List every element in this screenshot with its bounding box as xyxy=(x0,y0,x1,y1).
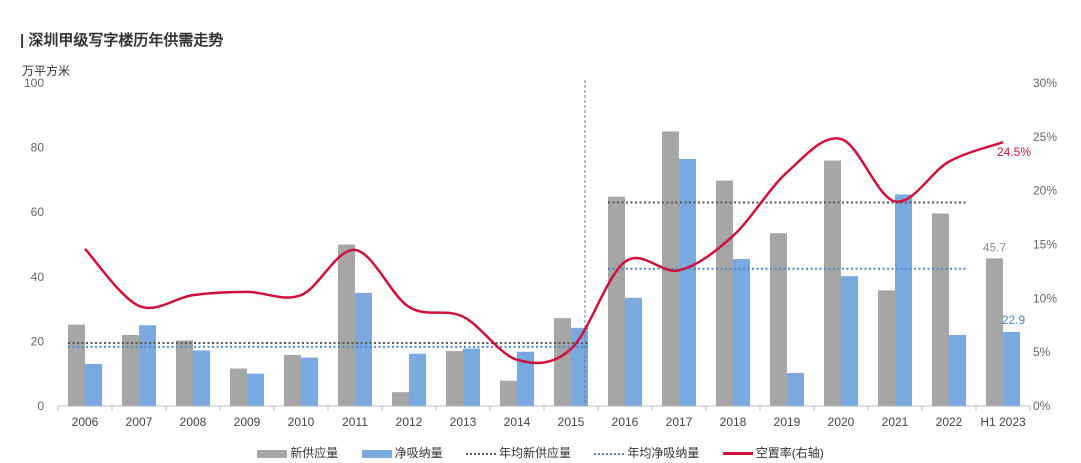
bar-absorption xyxy=(787,373,804,406)
bar-absorption xyxy=(193,350,210,406)
bar-supply xyxy=(338,244,355,406)
y-tick-right: 0% xyxy=(1033,399,1051,413)
bar-absorption xyxy=(409,353,426,406)
bar-supply xyxy=(608,196,625,406)
bar-supply xyxy=(662,131,679,406)
bar-absorption xyxy=(463,348,480,406)
x-tick-label: 2011 xyxy=(342,415,368,429)
y-tick-left: 100 xyxy=(24,76,44,90)
x-tick-label: 2016 xyxy=(612,415,639,429)
legend-item-vacancy: 空置率(右轴) xyxy=(722,444,824,461)
bar-absorption xyxy=(355,292,372,406)
data-label-absorption: 22.9 xyxy=(1002,313,1026,327)
bar-absorption xyxy=(301,357,318,406)
bar-absorption xyxy=(139,325,156,406)
bar-supply xyxy=(986,258,1003,406)
data-label-supply: 45.7 xyxy=(983,240,1007,254)
bar-supply xyxy=(932,213,949,406)
x-tick-label: 2009 xyxy=(234,415,261,429)
bar-absorption xyxy=(247,373,264,406)
bar-supply xyxy=(554,318,571,406)
legend-swatch-avg-supply xyxy=(466,452,496,455)
legend-item-avg-supply: 年均新供应量 xyxy=(466,444,571,461)
legend-item-absorption: 净吸纳量 xyxy=(361,444,443,461)
legend-item-avg-absorption: 年均净吸纳量 xyxy=(594,444,699,461)
y-tick-left: 60 xyxy=(31,205,45,219)
bar-supply xyxy=(716,180,733,406)
x-tick-label: 2007 xyxy=(126,415,153,429)
chart-legend: 新供应量 净吸纳量 年均新供应量 年均净吸纳量 空置率(右轴) xyxy=(0,444,1081,461)
bar-supply xyxy=(878,290,895,406)
x-tick-label: 2012 xyxy=(396,415,423,429)
bar-supply xyxy=(824,160,841,406)
x-tick-label: 2021 xyxy=(882,415,909,429)
bar-absorption xyxy=(571,327,588,406)
y-tick-left: 0 xyxy=(37,399,44,413)
bar-supply xyxy=(770,233,787,406)
x-tick-label: 2014 xyxy=(504,415,531,429)
legend-swatch-absorption xyxy=(361,449,392,458)
bar-supply xyxy=(284,354,301,406)
x-tick-label: 2018 xyxy=(720,415,747,429)
bar-supply xyxy=(176,340,193,406)
x-tick-label: 2008 xyxy=(180,415,207,429)
x-tick-label: 2015 xyxy=(558,415,585,429)
bar-absorption xyxy=(1003,332,1020,406)
y-axis-unit: 万平方米 xyxy=(22,64,71,78)
legend-item-supply: 新供应量 xyxy=(257,444,338,461)
chart-title: | 深圳甲级写字楼历年供需走势 xyxy=(20,32,224,49)
x-tick-label: 2020 xyxy=(828,415,855,429)
bar-absorption xyxy=(679,158,696,406)
bar-supply xyxy=(230,368,247,406)
y-tick-right: 20% xyxy=(1033,184,1057,198)
bar-absorption xyxy=(841,276,858,406)
y-tick-left: 40 xyxy=(31,270,45,284)
y-tick-right: 15% xyxy=(1033,238,1057,252)
x-tick-label: 2017 xyxy=(666,415,693,429)
legend-swatch-vacancy xyxy=(722,452,753,456)
legend-swatch-supply xyxy=(257,449,288,458)
bar-absorption xyxy=(949,334,966,406)
x-tick-label: 2019 xyxy=(774,415,801,429)
y-tick-left: 20 xyxy=(31,334,45,348)
bar-supply xyxy=(392,392,409,406)
legend-label-avg-absorption: 年均净吸纳量 xyxy=(627,446,700,460)
legend-label-avg-supply: 年均新供应量 xyxy=(499,446,572,460)
x-tick-label: 2006 xyxy=(72,415,99,429)
bar-absorption xyxy=(895,194,912,406)
data-label-vacancy: 24.5% xyxy=(997,145,1031,159)
bar-absorption xyxy=(85,364,102,406)
bar-supply xyxy=(500,380,517,406)
y-tick-right: 25% xyxy=(1033,130,1057,144)
x-tick-label: 2013 xyxy=(450,415,477,429)
legend-swatch-avg-absorption xyxy=(594,452,625,455)
y-tick-right: 10% xyxy=(1033,291,1057,305)
x-tick-label: H1 2023 xyxy=(980,415,1026,429)
bar-supply xyxy=(122,334,139,406)
y-tick-left: 80 xyxy=(31,141,45,155)
x-tick-label: 2022 xyxy=(936,415,963,429)
bar-absorption xyxy=(625,297,642,406)
legend-label-supply: 新供应量 xyxy=(290,446,339,460)
bar-supply xyxy=(68,324,85,406)
y-tick-right: 5% xyxy=(1033,345,1051,359)
chart-canvas: 0 20 40 60 80 100 0% 5% 10% 15% 20% 25% 30% 2006 2007 2… xyxy=(24,76,1057,429)
legend-label-vacancy: 空置率(右轴) xyxy=(755,446,824,460)
vacancy-rate-line xyxy=(84,137,1004,365)
bar-supply xyxy=(446,351,463,406)
bar-absorption xyxy=(517,351,534,406)
x-tick-label: 2010 xyxy=(288,415,315,429)
y-tick-right: 30% xyxy=(1033,76,1057,90)
legend-label-absorption: 净吸纳量 xyxy=(394,446,443,460)
bar-absorption xyxy=(733,259,750,406)
